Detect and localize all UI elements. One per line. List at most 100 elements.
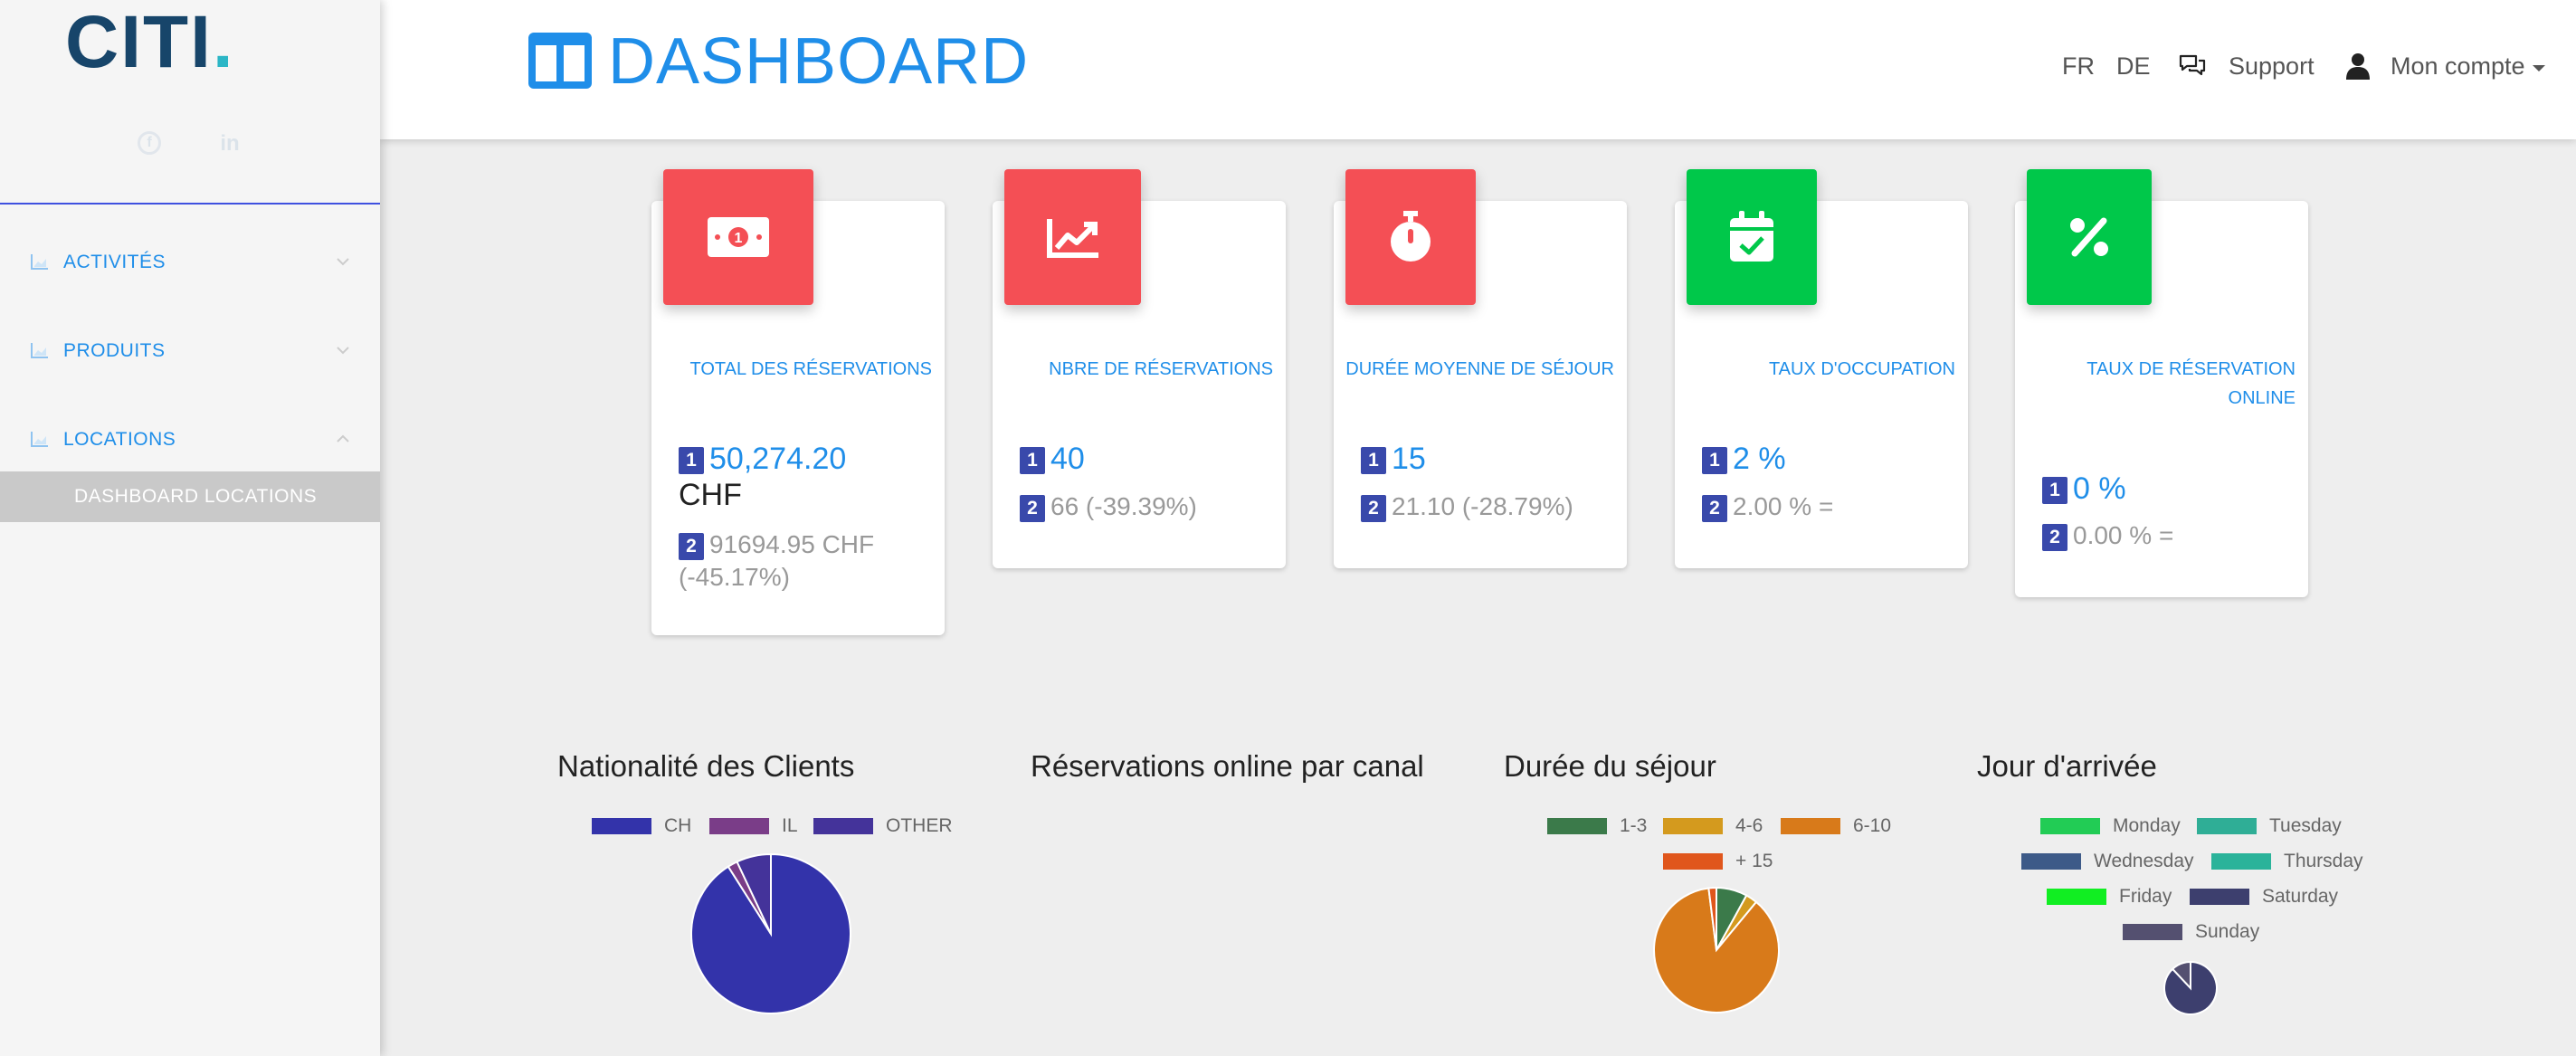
legend-item[interactable]: Wednesday bbox=[2021, 851, 2194, 871]
legend-label: OTHER bbox=[886, 815, 953, 836]
legend-swatch bbox=[1663, 853, 1723, 870]
legend-item[interactable]: Friday bbox=[2047, 887, 2172, 907]
card-icon-box bbox=[1345, 169, 1476, 305]
legend-item[interactable]: Sunday bbox=[2123, 922, 2259, 942]
legend-item[interactable]: 1-3 bbox=[1547, 816, 1647, 836]
legend-swatch bbox=[2047, 889, 2106, 906]
card-unit: CHF bbox=[679, 478, 742, 512]
chart-title-jour-arrivee: Jour d'arrivée bbox=[1977, 749, 2157, 783]
legend-item[interactable]: Monday bbox=[2040, 816, 2181, 836]
card-comparison: 2 66 (-39.39%) bbox=[1020, 490, 1197, 523]
legend-swatch bbox=[2211, 853, 2271, 870]
chevron-down-icon bbox=[337, 258, 349, 266]
legend-label: CH bbox=[664, 815, 692, 836]
sidebar-item-activites[interactable]: ACTIVITÉS bbox=[0, 244, 380, 281]
logo-text: CITI bbox=[65, 1, 213, 83]
stopwatch-icon bbox=[1391, 211, 1431, 262]
legend-swatch bbox=[2197, 818, 2257, 835]
account-label: Mon compte bbox=[2391, 52, 2525, 80]
sidebar-item-label: LOCATIONS bbox=[63, 429, 176, 450]
legend-item[interactable]: 6-10 bbox=[1781, 816, 1891, 836]
card-comparison: 2 0.00 % = bbox=[2042, 519, 2173, 552]
legend-swatch bbox=[709, 818, 769, 835]
chart-title-duree-sejour: Durée du séjour bbox=[1504, 749, 1716, 783]
linkedin-icon[interactable]: in bbox=[220, 131, 240, 156]
badge-2: 2 bbox=[1702, 494, 1727, 522]
legend-label: + 15 bbox=[1735, 851, 1773, 871]
legend-label: Wednesday bbox=[2094, 851, 2194, 871]
card-label: TAUX DE RÉSERVATION ONLINE bbox=[2086, 355, 2296, 413]
card-value: 0 % bbox=[2073, 471, 2126, 506]
card-label: DURÉE MOYENNE DE SÉJOUR bbox=[1345, 359, 1614, 379]
legend-item[interactable]: 4-6 bbox=[1663, 816, 1763, 836]
area-chart-icon bbox=[31, 254, 48, 270]
legend-swatch bbox=[2021, 853, 2081, 870]
legend-label: Tuesday bbox=[2269, 815, 2342, 836]
sidebar-item-produits[interactable]: PRODUITS bbox=[0, 333, 380, 369]
pie-slice-sunday[interactable] bbox=[2171, 961, 2191, 991]
percent-icon bbox=[2070, 217, 2108, 257]
sidebar-item-label: ACTIVITÉS bbox=[63, 252, 166, 272]
card-label: TAUX D'OCCUPATION bbox=[1768, 359, 1955, 379]
comments-icon[interactable] bbox=[2178, 52, 2207, 80]
legend-label: Friday bbox=[2119, 886, 2172, 907]
support-link[interactable]: Support bbox=[2229, 52, 2315, 80]
legend-swatch bbox=[2123, 924, 2182, 941]
card-value: 15 bbox=[1392, 442, 1426, 476]
legend-item[interactable]: Tuesday bbox=[2197, 816, 2342, 836]
sidebar: CITI. f in ACTIVITÉS PRODUITS LOCATIONS … bbox=[0, 0, 380, 1056]
pie-slice-other[interactable] bbox=[736, 853, 772, 935]
chart-title-online-canal: Réservations online par canal bbox=[1031, 749, 1424, 783]
pie-slice--15[interactable] bbox=[1707, 887, 1717, 951]
legend-label: 6-10 bbox=[1853, 815, 1892, 836]
lang-fr-link[interactable]: FR bbox=[2062, 52, 2095, 80]
chevron-up-icon bbox=[337, 434, 349, 442]
columns-icon bbox=[528, 33, 592, 89]
card-comparison: 2 21.10 (-28.79%) bbox=[1361, 490, 1573, 523]
card-comparison: 2 91694.95 CHF (-45.17%) bbox=[679, 528, 923, 594]
pie-slice-6-10[interactable] bbox=[1653, 887, 1780, 1013]
badge-2: 2 bbox=[1020, 494, 1045, 522]
legend-swatch bbox=[1547, 818, 1607, 835]
card-icon-box bbox=[1687, 169, 1817, 305]
chevron-down-icon bbox=[337, 347, 349, 355]
card-icon-box: 1 bbox=[663, 169, 813, 305]
legend-item[interactable]: OTHER bbox=[813, 816, 953, 836]
card-value: 2 % bbox=[1733, 442, 1786, 476]
legend-swatch bbox=[813, 818, 873, 835]
badge-2: 2 bbox=[1361, 494, 1386, 522]
card-main-value: 1 15 bbox=[1361, 441, 1426, 477]
sidebar-subitem-label: DASHBOARD LOCATIONS bbox=[74, 486, 318, 507]
legend-label: 1-3 bbox=[1620, 815, 1648, 836]
sidebar-item-locations[interactable]: LOCATIONS bbox=[0, 422, 380, 458]
card-value: 40 bbox=[1050, 442, 1085, 476]
account-menu[interactable]: Mon compte bbox=[2391, 52, 2547, 81]
brand-logo[interactable]: CITI. bbox=[65, 2, 235, 83]
card-icon-box bbox=[2027, 169, 2152, 305]
badge-1: 1 bbox=[679, 447, 704, 475]
page-title: DASHBOARD bbox=[608, 25, 1030, 98]
badge-1: 1 bbox=[1020, 447, 1045, 475]
card-main-value: 1 50,274.20 CHF bbox=[679, 441, 846, 513]
card-icon-box bbox=[1004, 169, 1141, 305]
legend-label: Sunday bbox=[2195, 921, 2260, 942]
badge-2: 2 bbox=[2042, 523, 2067, 551]
facebook-icon[interactable]: f bbox=[138, 131, 161, 155]
sidebar-subitem-dashboard-locations[interactable]: DASHBOARD LOCATIONS bbox=[0, 471, 380, 522]
legend-item[interactable]: Thursday bbox=[2211, 851, 2363, 871]
pie-chart-duree-sejour bbox=[1653, 887, 1780, 1013]
legend-item[interactable]: + 15 bbox=[1663, 851, 1773, 871]
card-sub-value: 21.10 (-28.79%) bbox=[1392, 492, 1573, 520]
legend-swatch bbox=[592, 818, 651, 835]
legend-label: Monday bbox=[2113, 815, 2181, 836]
chart-title-nationalite: Nationalité des Clients bbox=[557, 749, 855, 783]
legend-item[interactable]: IL bbox=[709, 816, 798, 836]
card-sub-value: 0.00 % = bbox=[2073, 521, 2174, 549]
legend-item[interactable]: Saturday bbox=[2190, 887, 2338, 907]
user-icon[interactable] bbox=[2343, 52, 2372, 80]
lang-de-link[interactable]: DE bbox=[2116, 52, 2151, 80]
legend-item[interactable]: CH bbox=[592, 816, 691, 836]
card-value: 50,274.20 bbox=[709, 442, 847, 476]
